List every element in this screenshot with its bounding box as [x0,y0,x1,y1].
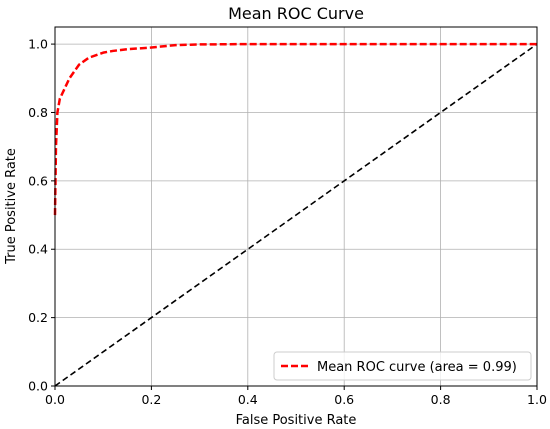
grid [54,27,538,387]
y-tick-label: 0.0 [28,379,48,394]
x-tick-label: 0.4 [238,392,258,407]
x-tick-label: 0.0 [45,392,65,407]
x-axis-label: False Positive Rate [236,413,357,428]
x-tick-label: 0.8 [431,392,451,407]
y-tick-label: 0.6 [28,173,48,188]
chart-title: Mean ROC Curve [228,4,364,23]
y-tick-label: 0.4 [28,242,48,257]
x-tick-label: 0.2 [141,392,161,407]
y-axis-label: True Positive Rate [4,148,19,265]
ticks: 0.0 0.2 0.4 0.6 0.8 1.0 0.0 0.2 0.4 0.6 0.8 1.0 [28,37,547,407]
y-tick-label: 0.8 [28,105,48,120]
y-tick-label: 1.0 [28,37,48,52]
axes-frame [54,26,538,387]
legend-label: Mean ROC curve (area = 0.99) [317,360,517,375]
mean-roc-curve-line [53,42,537,216]
chance-diagonal-line [54,43,538,387]
x-tick-label: 0.6 [334,392,354,407]
x-tick-label: 1.0 [527,392,547,407]
y-tick-label: 0.2 [28,310,48,325]
plot-area [53,42,538,387]
legend-box [273,351,532,381]
legend: Mean ROC curve (area = 0.99) [273,351,532,381]
